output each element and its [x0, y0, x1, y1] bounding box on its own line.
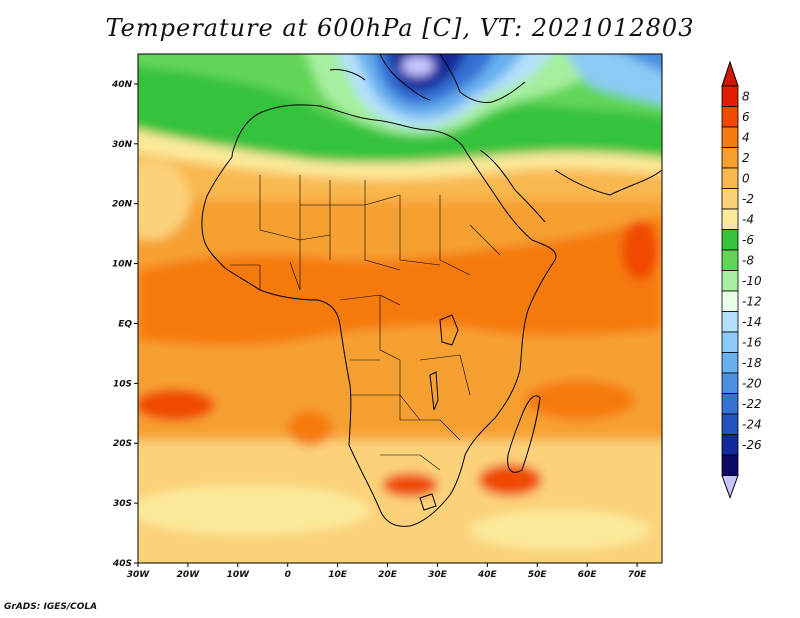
colorbar-label: -10 [742, 274, 762, 288]
colorbar-label: -24 [742, 417, 762, 431]
colorbar-segment [721, 167, 739, 189]
colorbar-segment [721, 454, 739, 476]
coastlines [201, 54, 662, 527]
y-tick-label: 20N [112, 200, 133, 210]
colorbar-label: -12 [742, 294, 762, 308]
colorbar-label: -20 [742, 376, 762, 390]
x-tick-label: 40E [477, 570, 498, 580]
colorbar-label: 8 [742, 89, 750, 103]
colorbar-segment [721, 147, 739, 169]
x-tick-label: 10E [328, 570, 348, 580]
y-tick-label: 40N [111, 80, 133, 90]
temperature-field [138, 54, 662, 563]
colorbar-label: -8 [742, 253, 754, 267]
colorbar-label: -26 [742, 438, 762, 452]
x-tick-label: 0 [285, 570, 291, 580]
map-title: Temperature at 600hPa [C], VT: 202101280… [105, 14, 695, 42]
x-tick-label: 30W [127, 570, 151, 580]
map-axes: 30W 20W 10W 0 10E 20E 30E 40E 50E 60E 70E 40N 30N 20N… [111, 80, 647, 580]
colorbar-segment [721, 270, 739, 292]
colorbar-label: -14 [742, 315, 762, 329]
colorbar-label: -16 [742, 335, 762, 349]
country-borders [230, 175, 501, 471]
colorbar-label: -2 [742, 192, 754, 206]
x-tick-label: 60E [578, 570, 598, 580]
map-frame [137, 53, 663, 564]
x-tick-label: 20W [177, 570, 201, 580]
colorbar-top-arrow [721, 60, 739, 87]
colorbar-label: 0 [742, 171, 750, 185]
y-tick-label: EQ [118, 319, 132, 329]
colorbar-label: 2 [742, 151, 750, 165]
colorbar-bottom-arrow [721, 475, 739, 499]
colorbar-segment [721, 434, 739, 456]
colorbar-segment [721, 413, 739, 435]
colorbar-label: -18 [742, 356, 762, 370]
grads-credit: GrADS: IGES/COLA [4, 602, 98, 612]
colorbar-segment [721, 85, 739, 107]
colorbar-segment [721, 249, 739, 271]
colorbar-segment [721, 393, 739, 415]
colorbar-label: -22 [742, 397, 762, 411]
x-tick-label: 20E [378, 570, 398, 580]
colorbar-segment [721, 229, 739, 251]
x-tick-label: 50E [528, 570, 548, 580]
colorbar-segment [721, 188, 739, 210]
y-tick-label: 40S [112, 559, 132, 569]
y-tick-label: 30S [113, 499, 132, 509]
colorbar-segment [721, 290, 739, 312]
colorbar: 8 6 4 2 0 -2 -4 -6 -8 -10 -12 -14 -16 -18 -20 -22 -24 -26 [721, 60, 762, 499]
colorbar-segment [721, 208, 739, 230]
colorbar-label: 6 [742, 110, 750, 124]
colorbar-segment [721, 372, 739, 394]
y-tick-label: 20S [113, 439, 132, 449]
y-tick-label: 10S [113, 379, 132, 389]
colorbar-segment [721, 106, 739, 128]
colorbar-segment [721, 126, 739, 148]
y-tick-label: 30N [112, 140, 133, 150]
colorbar-segment [721, 352, 739, 374]
colorbar-segment [721, 331, 739, 353]
colorbar-segment [721, 311, 739, 333]
y-tick-label: 10N [112, 260, 133, 270]
x-tick-label: 70E [628, 570, 648, 580]
x-tick-label: 30E [428, 570, 448, 580]
x-tick-label: 10W [227, 570, 251, 580]
colorbar-label: 4 [742, 130, 750, 144]
colorbar-label: -4 [742, 212, 754, 226]
colorbar-label: -6 [742, 233, 754, 247]
